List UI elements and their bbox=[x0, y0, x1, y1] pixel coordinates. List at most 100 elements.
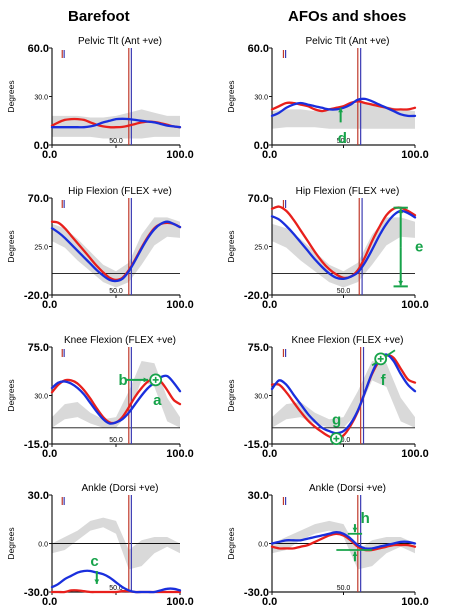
y-axis-label: Degrees bbox=[226, 527, 236, 559]
x-tick-label: 0.0 bbox=[262, 596, 277, 608]
chart-knee-barefoot: 75.0 30.0 -15.00.0 50.0 100.0 Degrees Knee Fle… bbox=[6, 335, 194, 460]
annotation-d: d bbox=[338, 130, 347, 147]
normal-range-band bbox=[52, 217, 180, 288]
x-tick-label: 100.0 bbox=[166, 448, 194, 460]
y-tick-label: 30.0 bbox=[34, 394, 48, 401]
x-tick-label: 0.0 bbox=[42, 299, 57, 311]
annotation-e: e bbox=[415, 239, 423, 256]
chart-pelvic-afo: 60.0 30.0 0.00.0 50.0 100.0 Degrees Pelvic Tlt… bbox=[226, 36, 429, 161]
annotation-b-arrow-head bbox=[143, 377, 148, 383]
y-tick-label: 0.0 bbox=[34, 140, 49, 152]
x-tick-label: 100.0 bbox=[401, 448, 429, 460]
series-line-left bbox=[270, 532, 417, 552]
annotation-c-arrow-head bbox=[94, 579, 100, 584]
x-tick-label: 50.0 bbox=[337, 437, 351, 444]
y-axis-label: Degrees bbox=[6, 527, 16, 559]
x-tick-label: 50.0 bbox=[337, 138, 351, 145]
y-tick-label: -30.0 bbox=[244, 587, 269, 599]
normal-range-band bbox=[52, 109, 180, 139]
y-tick-label: 70.0 bbox=[28, 193, 49, 205]
normal-range-band bbox=[52, 361, 180, 428]
chart-title: Hip Flexion (FLEX +ve) bbox=[296, 186, 400, 197]
chart-hip-barefoot: 70.0 25.0 -20.00.0 50.0 100.0 Degrees Hip Flex… bbox=[6, 186, 194, 311]
y-axis-label: Degrees bbox=[6, 379, 16, 411]
series-line-right bbox=[50, 220, 182, 283]
x-tick-label: 50.0 bbox=[109, 585, 123, 592]
y-tick-label: 75.0 bbox=[248, 342, 269, 354]
y-tick-label: 25.0 bbox=[34, 245, 48, 252]
annotation-h-arrow-up-head bbox=[352, 551, 358, 556]
y-tick-label: -20.0 bbox=[244, 290, 269, 302]
chart-pelvic-barefoot: 60.0 30.0 0.00.0 50.0 100.0 Degrees Pelvic Tlt… bbox=[6, 36, 194, 161]
annotation-d-arrow-head bbox=[338, 107, 344, 113]
y-axis-label: Degrees bbox=[6, 230, 16, 262]
series-line-right bbox=[270, 97, 417, 118]
y-axis-label: Degrees bbox=[226, 230, 236, 262]
x-tick-label: 100.0 bbox=[166, 149, 194, 161]
y-tick-label: 30.0 bbox=[248, 490, 269, 502]
afo-column-header: AFOs and shoes bbox=[288, 8, 407, 25]
series-line-right bbox=[50, 117, 182, 129]
x-tick-label: 50.0 bbox=[109, 437, 123, 444]
chart-knee-afo: 75.0 30.0 -15.00.0 50.0 100.0 Degrees Knee Fle… bbox=[226, 335, 429, 460]
chart-title: Knee Flexion (FLEX +ve) bbox=[292, 335, 404, 346]
x-tick-label: 0.0 bbox=[262, 448, 277, 460]
annotations: a b c d e f g h bbox=[90, 107, 423, 584]
series-line-right bbox=[270, 531, 417, 550]
x-tick-label: 0.0 bbox=[42, 448, 57, 460]
chart-title: Pelvic Tlt (Ant +ve) bbox=[78, 36, 162, 47]
y-tick-label: 30.0 bbox=[28, 490, 49, 502]
chart-title: Hip Flexion (FLEX +ve) bbox=[68, 186, 172, 197]
series-line-right bbox=[270, 209, 417, 281]
x-tick-label: 50.0 bbox=[109, 288, 123, 295]
annotation-a: a bbox=[153, 392, 162, 409]
normal-range-band bbox=[272, 361, 415, 428]
y-tick-label: -30.0 bbox=[24, 587, 49, 599]
chart-hip-afo: 70.0 25.0 -20.00.0 50.0 100.0 Degrees Hip Flex… bbox=[226, 186, 429, 311]
normal-range-band bbox=[52, 517, 180, 570]
chart-title: Knee Flexion (FLEX +ve) bbox=[64, 335, 176, 346]
x-tick-label: 100.0 bbox=[166, 299, 194, 311]
y-tick-label: 75.0 bbox=[28, 342, 49, 354]
y-tick-label: 30.0 bbox=[254, 95, 268, 102]
y-tick-label: 0.0 bbox=[254, 140, 269, 152]
y-tick-label: 60.0 bbox=[248, 43, 269, 55]
chart-title: Pelvic Tlt (Ant +ve) bbox=[305, 36, 389, 47]
x-tick-label: 100.0 bbox=[401, 596, 429, 608]
annotation-h: h bbox=[361, 510, 370, 527]
annotation-e-arrow-up-head bbox=[398, 208, 404, 214]
annotation-b: b bbox=[119, 372, 128, 389]
x-tick-label: 50.0 bbox=[337, 288, 351, 295]
x-tick-label: 100.0 bbox=[401, 149, 429, 161]
y-tick-label: 30.0 bbox=[254, 394, 268, 401]
y-tick-label: 25.0 bbox=[254, 245, 268, 252]
series-line-right bbox=[270, 353, 417, 435]
y-tick-label: -20.0 bbox=[24, 290, 49, 302]
chart-title: Ankle (Dorsi +ve) bbox=[309, 483, 386, 494]
x-tick-label: 0.0 bbox=[262, 299, 277, 311]
normal-range-band bbox=[272, 103, 415, 129]
y-tick-label: 0.0 bbox=[38, 542, 48, 549]
y-tick-label: -15.0 bbox=[24, 439, 49, 451]
x-tick-label: 50.0 bbox=[337, 585, 351, 592]
x-tick-label: 0.0 bbox=[262, 149, 277, 161]
y-tick-label: 0.0 bbox=[258, 542, 268, 549]
annotation-f: f bbox=[381, 372, 387, 389]
annotation-e-arrow-down-head bbox=[398, 280, 404, 286]
barefoot-column-header: Barefoot bbox=[68, 8, 130, 25]
y-tick-label: 70.0 bbox=[248, 193, 269, 205]
normal-range-band bbox=[272, 520, 415, 570]
annotation-c: c bbox=[90, 553, 98, 570]
y-axis-label: Degrees bbox=[226, 80, 236, 112]
x-tick-label: 50.0 bbox=[109, 138, 123, 145]
annotation-h-arrow-down-head bbox=[352, 527, 358, 533]
x-tick-label: 0.0 bbox=[42, 596, 57, 608]
y-tick-label: 30.0 bbox=[34, 95, 48, 102]
series-line-right bbox=[50, 569, 182, 594]
x-tick-label: 100.0 bbox=[401, 299, 429, 311]
x-tick-label: 0.0 bbox=[42, 149, 57, 161]
annotation-g: g bbox=[332, 412, 341, 429]
